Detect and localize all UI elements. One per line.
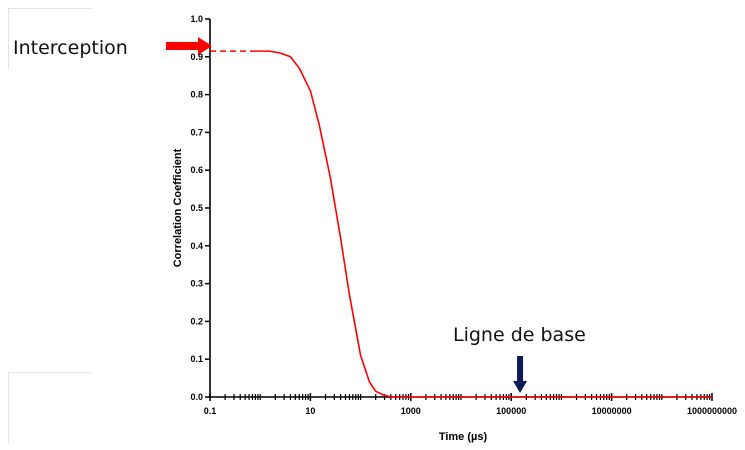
correlation-curve	[255, 50, 712, 398]
y-axis-ticks: 0.0 0.1 0.2 0.3 0.4 0.5 0.6 0.7 0.8 0.9 1.0	[190, 14, 210, 402]
x-tick-label: 1000	[401, 406, 421, 416]
x-tick-label: 0.1	[204, 406, 217, 416]
y-tick-label: 0.6	[190, 165, 203, 175]
y-tick-label: 0.8	[190, 90, 203, 100]
x-tick-label: 100000	[496, 406, 526, 416]
y-tick-label: 0.9	[190, 52, 203, 62]
x-axis-title: Time (µs)	[439, 431, 488, 443]
y-tick-label: 0.1	[190, 354, 203, 364]
y-tick-label: 0.3	[190, 279, 203, 289]
y-tick-label: 0.5	[190, 203, 203, 213]
intercept-label: Interception	[13, 37, 128, 59]
x-tick-label: 10	[305, 406, 315, 416]
left-panel-edge	[8, 8, 91, 69]
series-layer	[210, 50, 712, 398]
baseline-arrow	[513, 356, 528, 393]
x-tick-label: 1000000000	[687, 406, 737, 416]
y-axis-title: Correlation Coefficient	[172, 148, 184, 267]
y-tick-label: 0.2	[190, 316, 203, 326]
y-tick-label: 1.0	[190, 14, 203, 24]
x-tick-label: 10000000	[592, 406, 632, 416]
baseline-label: Ligne de base	[453, 324, 586, 346]
bottom-panel-edge	[8, 372, 91, 443]
y-tick-label: 0.4	[190, 241, 203, 251]
y-tick-label: 0.0	[190, 392, 203, 402]
intercept-arrow	[166, 37, 212, 55]
y-tick-label: 0.7	[190, 127, 203, 137]
